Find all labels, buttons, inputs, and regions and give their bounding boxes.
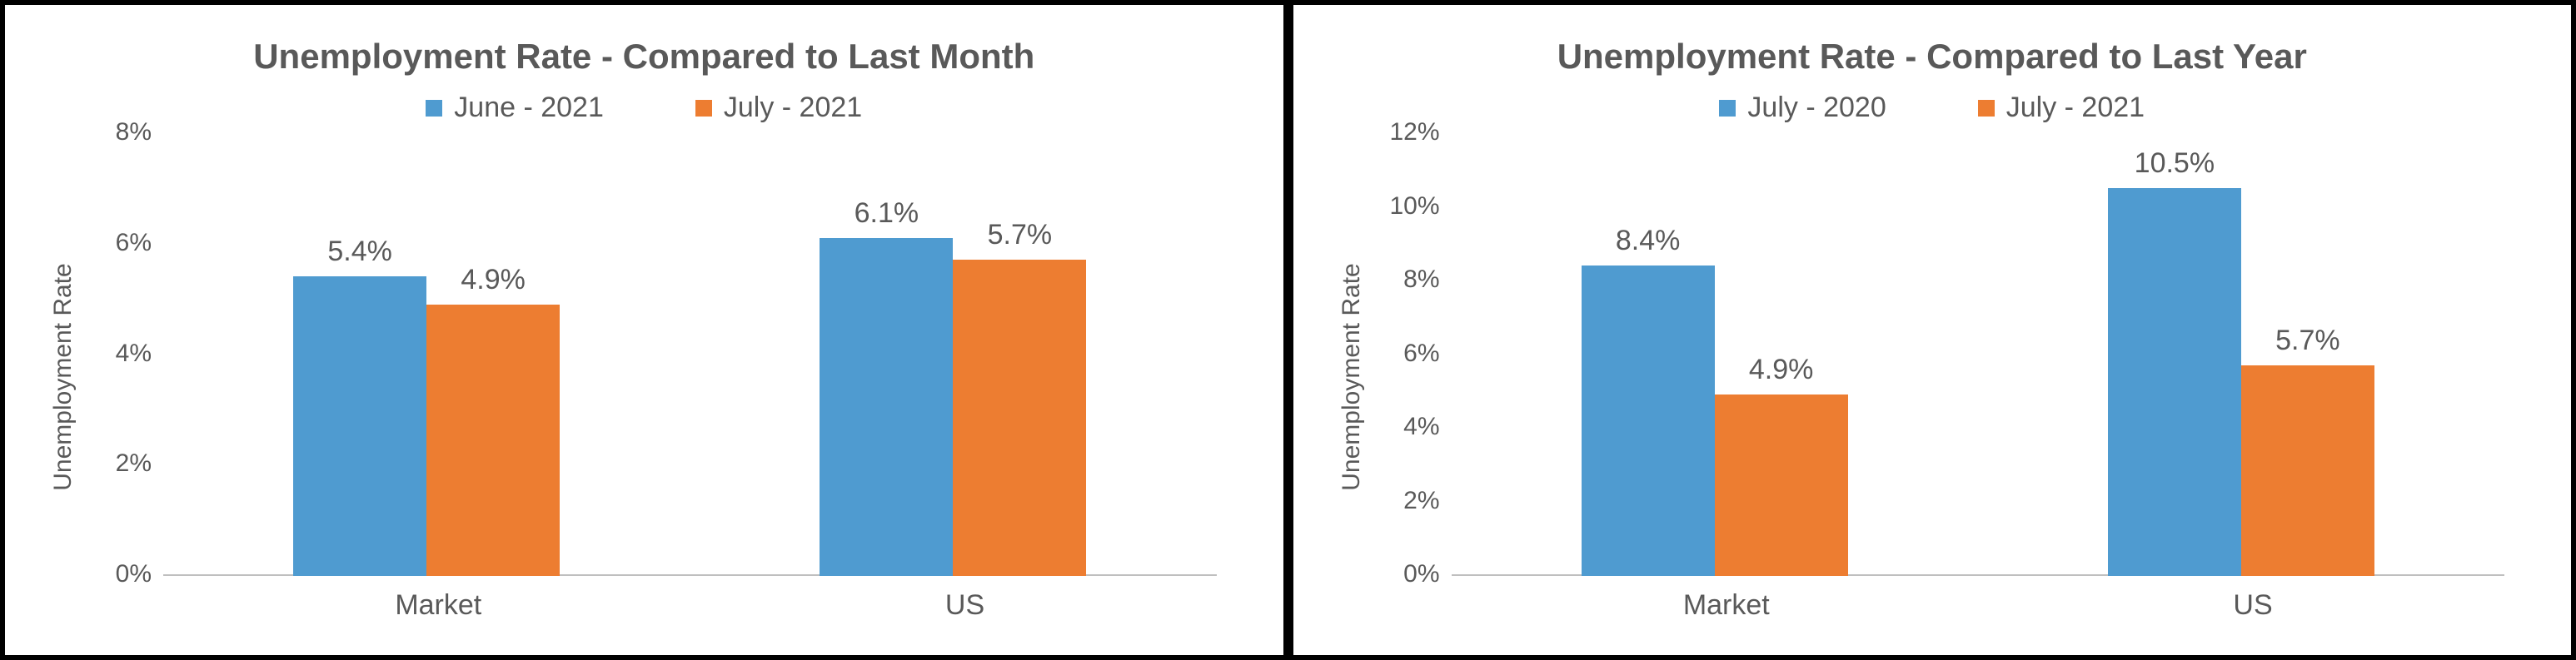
bar-value-label: 5.7% — [2275, 325, 2340, 357]
y-tick-label: 2% — [1403, 487, 1439, 515]
y-axis-label: Unemployment Rate — [49, 263, 77, 490]
y-tick-label: 10% — [1389, 192, 1439, 221]
y-tick-label: 0% — [1403, 560, 1439, 588]
bar-value-label: 8.4% — [1616, 225, 1681, 257]
y-tick-label: 4% — [1403, 413, 1439, 441]
bar — [2241, 365, 2374, 576]
legend-item: July - 2021 — [695, 92, 862, 124]
plot-area: 0%2%4%6%8%5.4%4.9%6.1%5.7% — [163, 132, 1217, 576]
bar — [1715, 395, 1848, 576]
bar — [1582, 265, 1715, 576]
y-tick-label: 8% — [116, 118, 152, 146]
bar-column: 4.9% — [1715, 132, 1848, 576]
y-tick-label: 12% — [1389, 118, 1439, 146]
legend-swatch-icon — [426, 100, 442, 117]
bar — [820, 238, 953, 576]
bar-column: 5.4% — [293, 132, 426, 576]
x-tick-label: US — [2233, 589, 2272, 622]
legend-label: July - 2021 — [724, 92, 862, 124]
y-tick-label: 2% — [116, 449, 152, 478]
x-axis-labels: Market US — [1452, 576, 2505, 622]
bar-value-label: 4.9% — [461, 264, 526, 296]
legend: July - 2020 July - 2021 — [1327, 92, 2539, 124]
legend-swatch-icon — [1719, 100, 1736, 117]
legend-swatch-icon — [695, 100, 712, 117]
y-tick-label: 6% — [1403, 340, 1439, 368]
bars-layer: 5.4% 4.9% 6.1% 5.7% — [163, 132, 1217, 576]
bar-value-label: 5.4% — [327, 236, 392, 268]
x-tick-label: Market — [1683, 589, 1770, 622]
legend-label: July - 2021 — [2006, 92, 2145, 124]
bar-group: 6.1% 5.7% — [820, 132, 1086, 576]
bar-column: 5.7% — [953, 132, 1086, 576]
bar-column: 8.4% — [1582, 132, 1715, 576]
legend-item: July - 2020 — [1719, 92, 1886, 124]
x-axis-labels: Market US — [163, 576, 1217, 622]
bar — [2108, 188, 2241, 576]
legend: June - 2021 July - 2021 — [38, 92, 1250, 124]
bar-value-label: 6.1% — [855, 197, 919, 230]
legend-label: June - 2021 — [454, 92, 604, 124]
bar-group: 8.4% 4.9% — [1582, 132, 1848, 576]
legend-swatch-icon — [1978, 100, 1995, 117]
y-tick-label: 6% — [116, 229, 152, 257]
bar-value-label: 10.5% — [2135, 147, 2215, 180]
chart-panel-1: Unemployment Rate - Compared to Last Yea… — [1288, 0, 2576, 660]
bar-column: 10.5% — [2108, 132, 2241, 576]
bar — [426, 305, 560, 576]
bar-value-label: 4.9% — [1749, 354, 1814, 386]
bar-column: 6.1% — [820, 132, 953, 576]
plot-wrap: 0%2%4%6%8%5.4%4.9%6.1%5.7%MarketUS — [88, 132, 1250, 622]
plot-wrap: 0%2%4%6%8%10%12%8.4%4.9%10.5%5.7%MarketU… — [1377, 132, 2539, 622]
bar-group: 5.4% 4.9% — [293, 132, 560, 576]
bar-column: 5.7% — [2241, 132, 2374, 576]
x-tick-label: US — [945, 589, 984, 622]
plot-area: 0%2%4%6%8%10%12%8.4%4.9%10.5%5.7% — [1452, 132, 2505, 576]
bar — [953, 260, 1086, 576]
bar-column: 4.9% — [426, 132, 560, 576]
chart-title: Unemployment Rate - Compared to Last Mon… — [38, 37, 1250, 77]
legend-item: July - 2021 — [1978, 92, 2145, 124]
legend-label: July - 2020 — [1747, 92, 1886, 124]
y-tick-label: 8% — [1403, 265, 1439, 294]
chart-body: Unemployment Rate0%2%4%6%8%5.4%4.9%6.1%5… — [38, 132, 1250, 622]
chart-body: Unemployment Rate0%2%4%6%8%10%12%8.4%4.9… — [1327, 132, 2539, 622]
y-axis-label-container: Unemployment Rate — [1327, 132, 1377, 622]
chart-panel-0: Unemployment Rate - Compared to Last Mon… — [0, 0, 1288, 660]
y-tick-label: 4% — [116, 340, 152, 368]
legend-item: June - 2021 — [426, 92, 604, 124]
y-axis-label: Unemployment Rate — [1338, 263, 1366, 490]
bar — [293, 276, 426, 576]
bars-layer: 8.4% 4.9% 10.5% 5.7% — [1452, 132, 2505, 576]
chart-panels: Unemployment Rate - Compared to Last Mon… — [0, 0, 2576, 660]
y-tick-label: 0% — [116, 560, 152, 588]
bar-value-label: 5.7% — [988, 219, 1053, 251]
chart-title: Unemployment Rate - Compared to Last Yea… — [1327, 37, 2539, 77]
x-tick-label: Market — [395, 589, 481, 622]
y-axis-label-container: Unemployment Rate — [38, 132, 88, 622]
bar-group: 10.5% 5.7% — [2108, 132, 2374, 576]
